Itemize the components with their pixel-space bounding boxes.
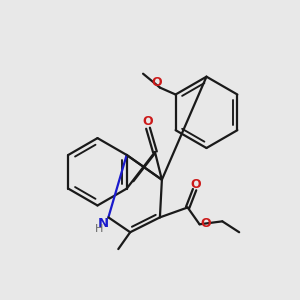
Text: O: O [143, 115, 153, 128]
Text: N: N [98, 218, 109, 230]
Text: O: O [191, 178, 201, 191]
Text: O: O [152, 76, 162, 89]
Text: O: O [201, 217, 212, 230]
Text: H: H [95, 224, 103, 234]
